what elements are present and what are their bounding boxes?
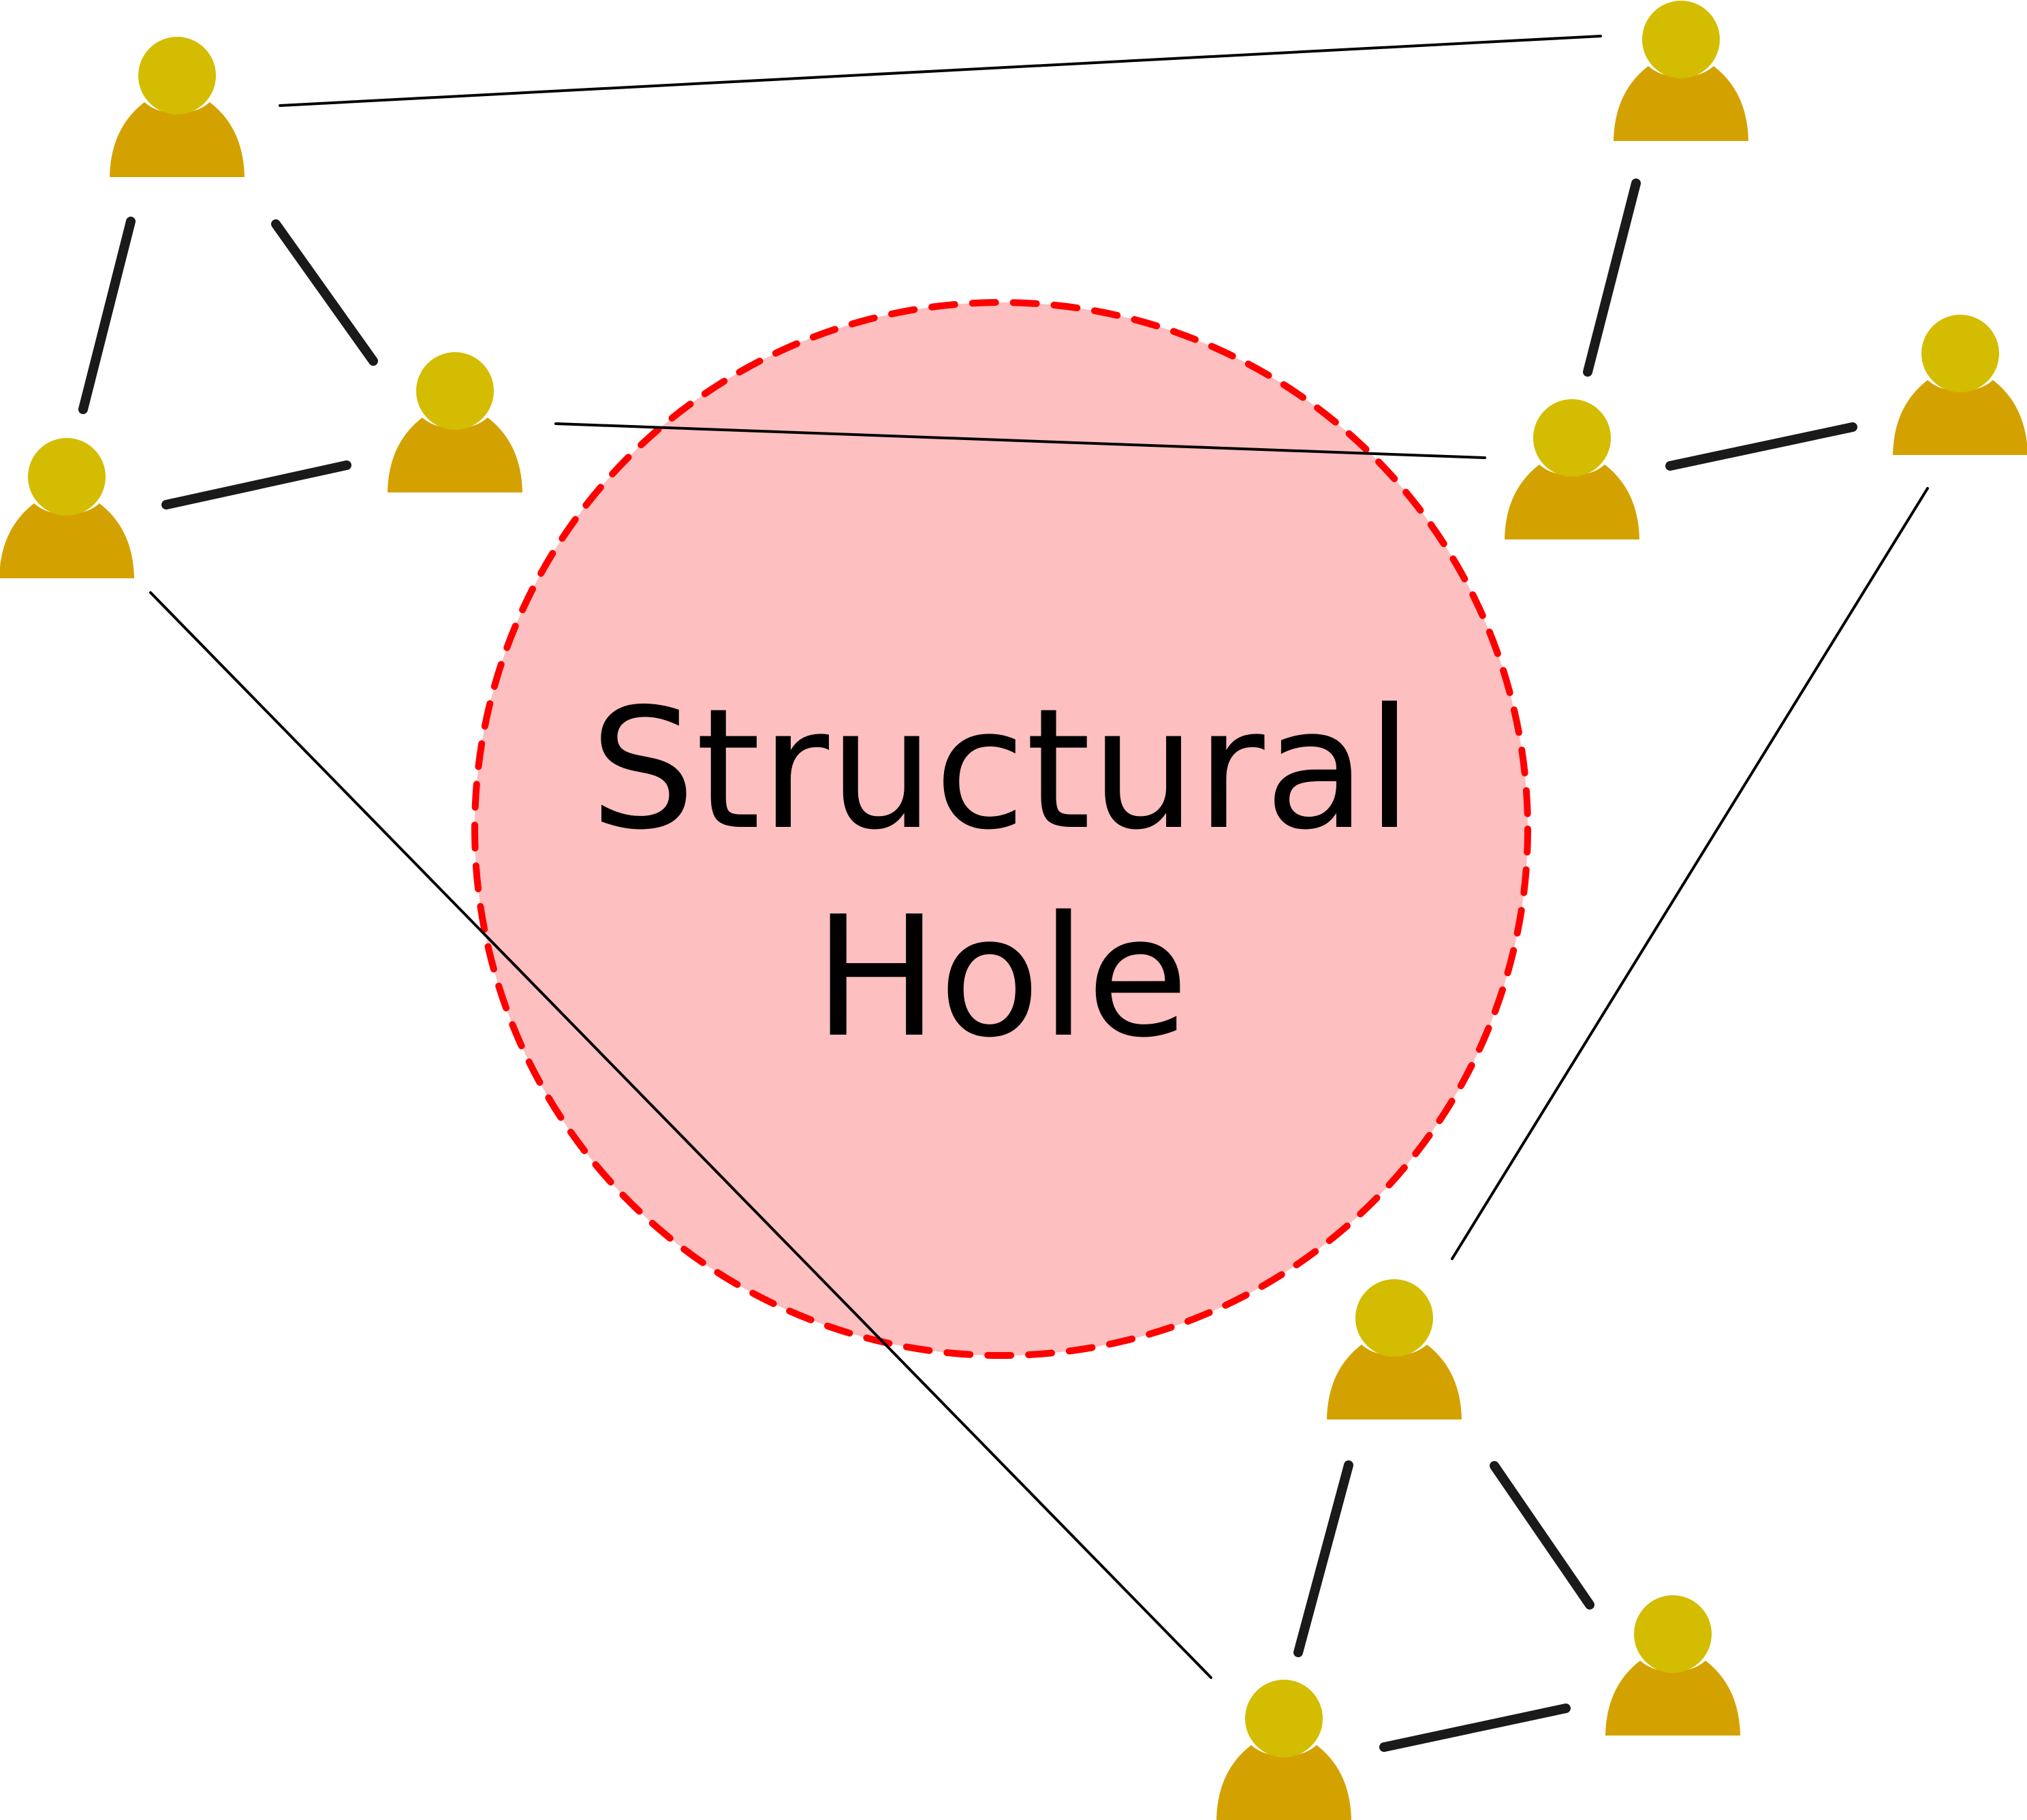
hole-label-line2: Hole bbox=[814, 881, 1189, 1074]
person-icon bbox=[1614, 1, 1748, 141]
strong-tie-edge bbox=[1490, 1461, 1594, 1610]
person-icon bbox=[1893, 315, 2027, 455]
weak-tie-edge bbox=[149, 591, 1212, 1679]
person-body bbox=[1893, 380, 2027, 455]
person-icon bbox=[1216, 1680, 1351, 1820]
person-head bbox=[138, 37, 216, 114]
strong-tie-edge bbox=[161, 460, 351, 509]
person-body bbox=[1605, 1661, 1740, 1736]
person-head bbox=[28, 438, 106, 516]
person-head bbox=[1634, 1595, 1712, 1673]
person-head bbox=[1355, 1279, 1433, 1357]
strong-tie-edge bbox=[1583, 178, 1641, 377]
person-icon bbox=[1327, 1279, 1462, 1419]
hole-label-line1: Structural bbox=[590, 673, 1413, 866]
weak-tie-edge bbox=[1451, 487, 1929, 1260]
person-body bbox=[1327, 1345, 1462, 1419]
person-body bbox=[1216, 1745, 1351, 1820]
person-body bbox=[110, 102, 245, 177]
person-body bbox=[388, 418, 522, 492]
person-icon bbox=[388, 352, 522, 492]
person-head bbox=[1245, 1680, 1323, 1757]
strong-tie-edge bbox=[271, 219, 378, 366]
person-icon bbox=[1505, 399, 1639, 539]
structural-hole-circle bbox=[471, 299, 1531, 1359]
person-icon bbox=[1605, 1595, 1740, 1736]
strong-tie-edge bbox=[1379, 1704, 1571, 1752]
person-body bbox=[1505, 465, 1639, 539]
person-icon bbox=[110, 37, 245, 177]
strong-ties bbox=[78, 178, 1857, 1752]
strong-tie-edge bbox=[1665, 422, 1857, 471]
weak-tie-edge bbox=[279, 35, 1602, 107]
strong-tie-edge bbox=[1293, 1460, 1353, 1657]
person-body bbox=[0, 503, 134, 578]
weak-ties bbox=[149, 35, 1929, 1679]
person-head bbox=[1533, 399, 1611, 477]
person-body bbox=[1614, 66, 1748, 141]
person-icon bbox=[0, 438, 134, 578]
weak-tie-edge bbox=[554, 422, 1486, 459]
person-head bbox=[1642, 1, 1720, 78]
person-head bbox=[1921, 315, 1999, 392]
person-head bbox=[416, 352, 494, 430]
strong-tie-edge bbox=[78, 217, 136, 414]
